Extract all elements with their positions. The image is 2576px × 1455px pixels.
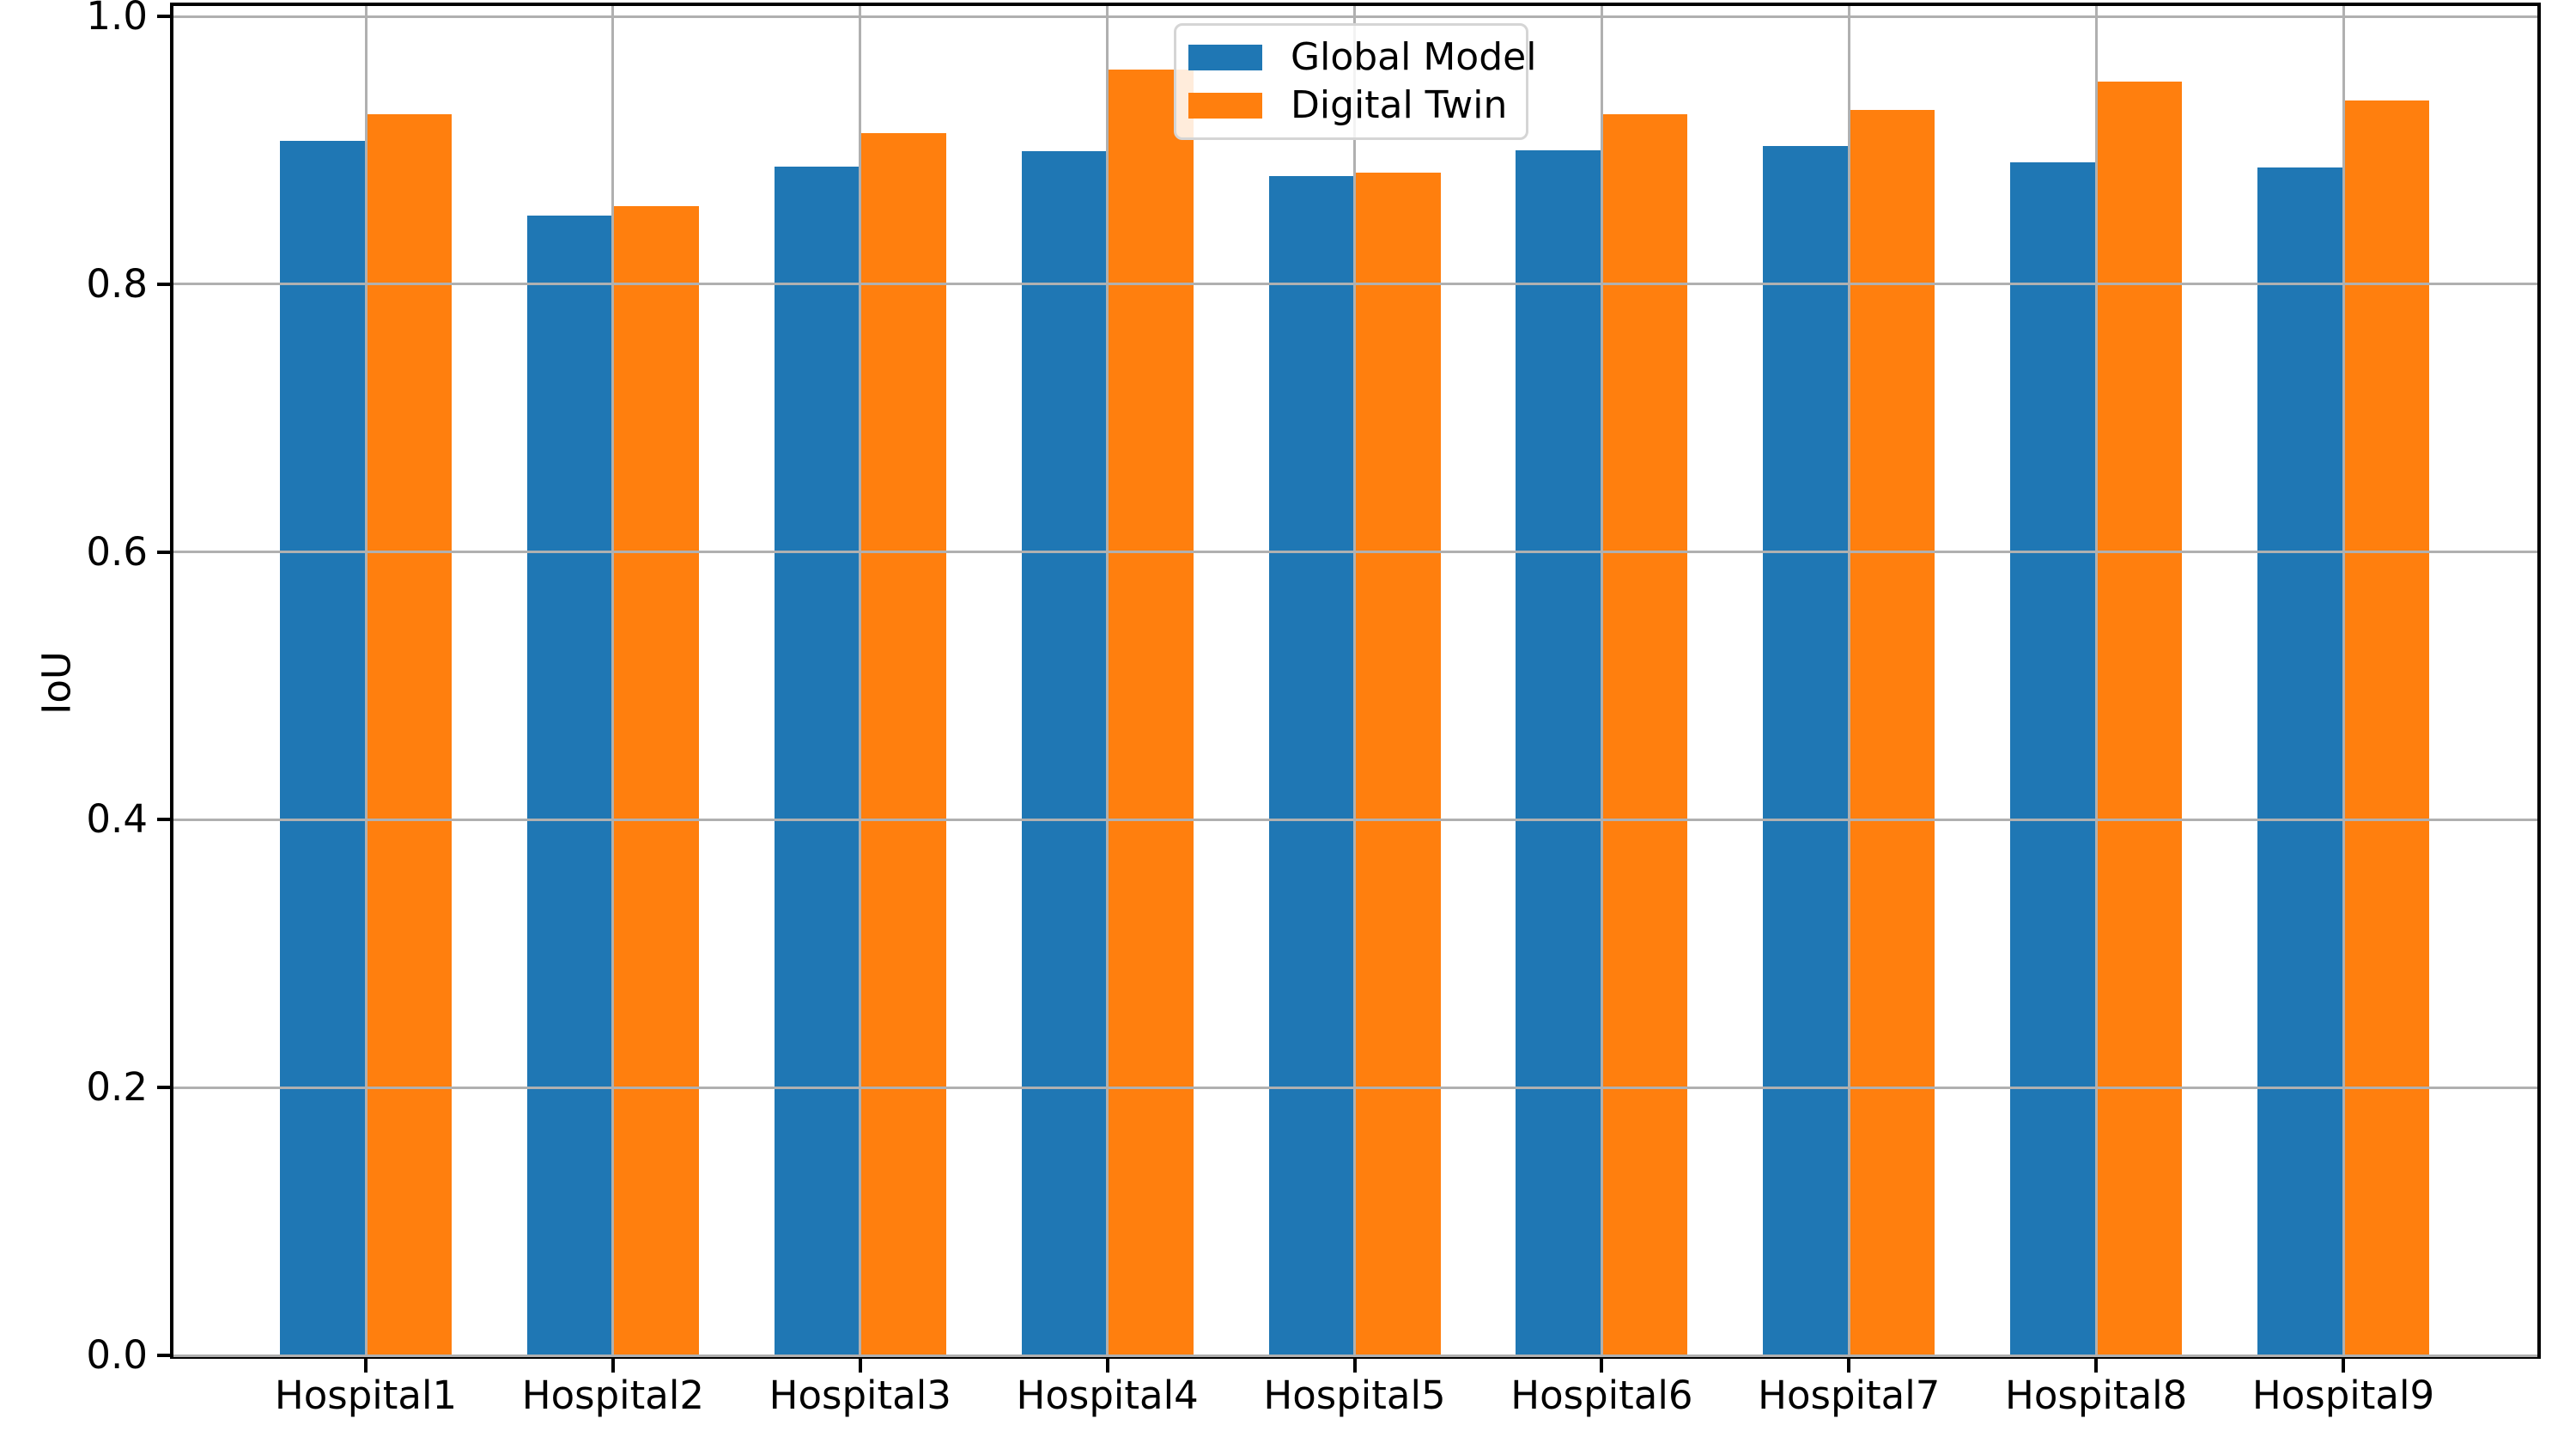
gridline-horizontal xyxy=(173,15,2537,18)
bar-global-model xyxy=(280,141,366,1355)
gridline-horizontal xyxy=(173,283,2537,286)
y-tick-mark xyxy=(157,1086,172,1090)
y-tick-mark xyxy=(157,282,172,286)
legend: Global Model Digital Twin xyxy=(1174,23,1536,140)
bar-digital-twin xyxy=(860,133,946,1355)
legend-label: Digital Twin xyxy=(1291,83,1508,127)
y-tick-label: 0.0 xyxy=(86,1332,148,1378)
bar-digital-twin xyxy=(1849,110,1935,1355)
x-tick-label: Hospital6 xyxy=(1510,1373,1693,1418)
y-tick-label: 0.2 xyxy=(86,1064,148,1111)
y-tick-mark xyxy=(157,1354,172,1357)
bar-digital-twin xyxy=(2096,82,2183,1355)
bar-digital-twin xyxy=(366,114,452,1355)
y-tick-label: 0.8 xyxy=(86,260,148,307)
x-tick-mark xyxy=(611,1359,615,1373)
x-tick-label: Hospital9 xyxy=(2251,1373,2435,1418)
x-tick-label: Hospital1 xyxy=(274,1373,458,1418)
gridline-vertical xyxy=(1600,6,1603,1355)
bar-global-model xyxy=(1516,150,1602,1355)
bar-global-model xyxy=(774,167,860,1355)
x-tick-mark xyxy=(2094,1359,2099,1373)
y-tick-label: 0.6 xyxy=(86,528,148,575)
y-tick-mark xyxy=(157,818,172,822)
plot-area: Global Model Digital Twin xyxy=(170,3,2541,1359)
bar-digital-twin xyxy=(1354,173,1441,1355)
legend-swatch xyxy=(1188,45,1262,70)
bar-global-model xyxy=(2010,162,2097,1355)
x-tick-mark xyxy=(2342,1359,2345,1373)
x-tick-mark xyxy=(858,1359,862,1373)
x-tick-label: Hospital7 xyxy=(1758,1373,1941,1418)
gridline-vertical xyxy=(1353,6,1356,1355)
legend-row: Digital Twin xyxy=(1188,87,1514,125)
gridline-vertical xyxy=(611,6,615,1355)
gridline-vertical xyxy=(364,6,368,1355)
x-tick-mark xyxy=(1105,1359,1109,1373)
x-tick-mark xyxy=(364,1359,368,1373)
bar-global-model xyxy=(1021,151,1108,1355)
bar-digital-twin xyxy=(1601,114,1688,1355)
gridline-vertical xyxy=(1106,6,1109,1355)
y-axis-label: IoU xyxy=(33,651,80,715)
bar-global-model xyxy=(1268,176,1355,1355)
grid-layer xyxy=(173,6,2537,1357)
x-tick-label: Hospital4 xyxy=(1016,1373,1199,1418)
gridline-vertical xyxy=(1847,6,1850,1355)
x-tick-mark xyxy=(1847,1359,1851,1373)
y-tick-label: 1.0 xyxy=(86,0,148,39)
x-tick-label: Hospital8 xyxy=(2005,1373,2188,1418)
legend-swatch xyxy=(1188,93,1262,119)
y-tick-label: 0.4 xyxy=(86,796,148,843)
legend-label: Global Model xyxy=(1291,35,1537,79)
bar-global-model xyxy=(526,216,613,1355)
x-tick-mark xyxy=(1352,1359,1357,1373)
y-tick-mark xyxy=(157,550,172,554)
legend-row: Global Model xyxy=(1188,39,1536,76)
bars-layer xyxy=(173,6,2537,1355)
x-tick-label: Hospital5 xyxy=(1263,1373,1446,1418)
bar-global-model xyxy=(2257,167,2343,1355)
x-tick-label: Hospital2 xyxy=(521,1373,704,1418)
gridline-horizontal xyxy=(173,818,2537,821)
y-tick-mark xyxy=(157,15,172,18)
bar-global-model xyxy=(1763,146,1850,1355)
x-tick-mark xyxy=(1600,1359,1604,1373)
bar-digital-twin xyxy=(612,206,699,1355)
bar-digital-twin xyxy=(2343,100,2429,1355)
gridline-vertical xyxy=(859,6,862,1355)
gridline-vertical xyxy=(2094,6,2098,1355)
gridline-horizontal xyxy=(173,1354,2537,1357)
x-tick-label: Hospital3 xyxy=(769,1373,951,1418)
gridline-horizontal xyxy=(173,1086,2537,1089)
gridline-vertical xyxy=(2342,6,2345,1355)
gridline-horizontal xyxy=(173,551,2537,554)
